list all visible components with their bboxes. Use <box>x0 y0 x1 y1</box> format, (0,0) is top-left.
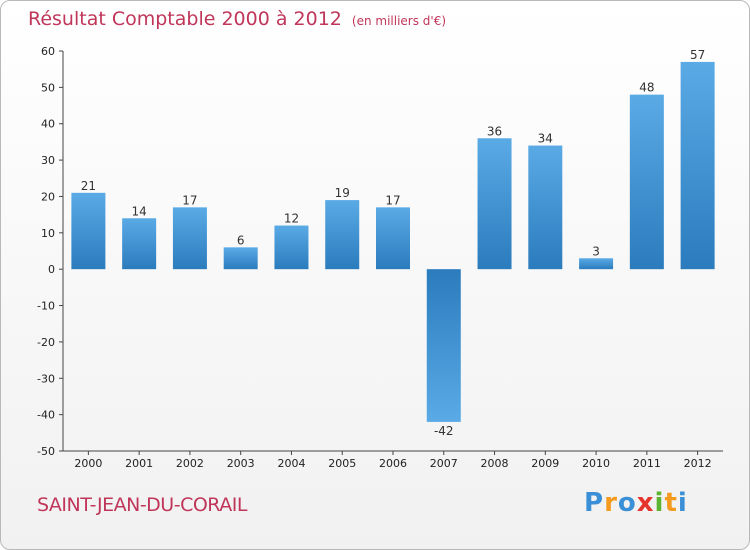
data-label-2010: 3 <box>592 244 600 258</box>
x-tick-label-2005: 2005 <box>328 457 356 470</box>
x-tick-label-2008: 2008 <box>481 457 509 470</box>
x-tick-label-2006: 2006 <box>379 457 407 470</box>
x-tick-label-2007: 2007 <box>430 457 458 470</box>
bar-2004 <box>274 225 309 270</box>
y-tick-label: 60 <box>41 45 55 58</box>
y-tick-label: 0 <box>48 263 55 276</box>
bar-2003 <box>223 247 258 270</box>
x-tick-label-2001: 2001 <box>125 457 153 470</box>
bar-2005 <box>325 200 360 270</box>
chart-title: Résultat Comptable 2000 à 2012 <box>28 8 342 30</box>
data-label-2012: 57 <box>690 48 705 62</box>
y-tick-label: 40 <box>41 118 55 131</box>
data-label-2006: 17 <box>385 193 400 207</box>
commune-name: SAINT-JEAN-DU-CORAIL <box>37 494 247 516</box>
data-label-2000: 21 <box>81 179 96 193</box>
data-label-2008: 36 <box>487 124 502 138</box>
bar-2006 <box>376 207 410 270</box>
proxiti-logo: Proxiti <box>584 488 688 518</box>
x-tick-label-2009: 2009 <box>531 457 559 470</box>
y-tick-label: 30 <box>41 154 55 167</box>
data-label-2011: 48 <box>639 81 654 95</box>
bar-2007 <box>426 269 461 422</box>
x-tick-label-2011: 2011 <box>633 457 661 470</box>
bar-2010 <box>579 258 614 270</box>
x-tick-label-2004: 2004 <box>277 457 305 470</box>
y-tick-label: -40 <box>37 409 55 422</box>
y-tick-label: -20 <box>37 336 55 349</box>
y-tick-label: -10 <box>37 300 55 313</box>
x-tick-label-2000: 2000 <box>74 457 102 470</box>
chart-data-labels: 21 14 17 6 12 19 17 -42 36 34 3 48 57 <box>81 48 706 438</box>
data-label-2009: 34 <box>538 132 553 146</box>
y-tick-label: 10 <box>41 227 55 240</box>
x-tick-label-2012: 2012 <box>684 457 712 470</box>
data-label-2005: 19 <box>335 186 350 200</box>
y-tick-label: -50 <box>37 445 55 458</box>
data-label-2003: 6 <box>237 233 245 247</box>
bar-2002 <box>172 207 207 270</box>
bar-2001 <box>122 218 157 270</box>
data-label-2001: 14 <box>132 204 147 218</box>
title-row: Résultat Comptable 2000 à 2012 (en millie… <box>28 8 446 30</box>
data-label-2007: -42 <box>434 424 454 438</box>
x-tick-label-2002: 2002 <box>176 457 204 470</box>
bar-2009 <box>528 145 563 270</box>
bar-2008 <box>477 138 512 270</box>
data-label-2004: 12 <box>284 212 299 226</box>
y-tick-label: 20 <box>41 190 55 203</box>
chart-bars <box>71 61 715 422</box>
x-tick-label-2003: 2003 <box>227 457 255 470</box>
bar-2012 <box>680 61 715 270</box>
data-label-2002: 17 <box>182 193 197 207</box>
bar-2011 <box>629 94 664 270</box>
y-tick-label: 50 <box>41 81 55 94</box>
x-tick-label-2010: 2010 <box>582 457 610 470</box>
y-tick-label: -30 <box>37 372 55 385</box>
bar-2000 <box>71 192 106 270</box>
chart-subtitle: (en milliers d'€) <box>351 14 447 28</box>
